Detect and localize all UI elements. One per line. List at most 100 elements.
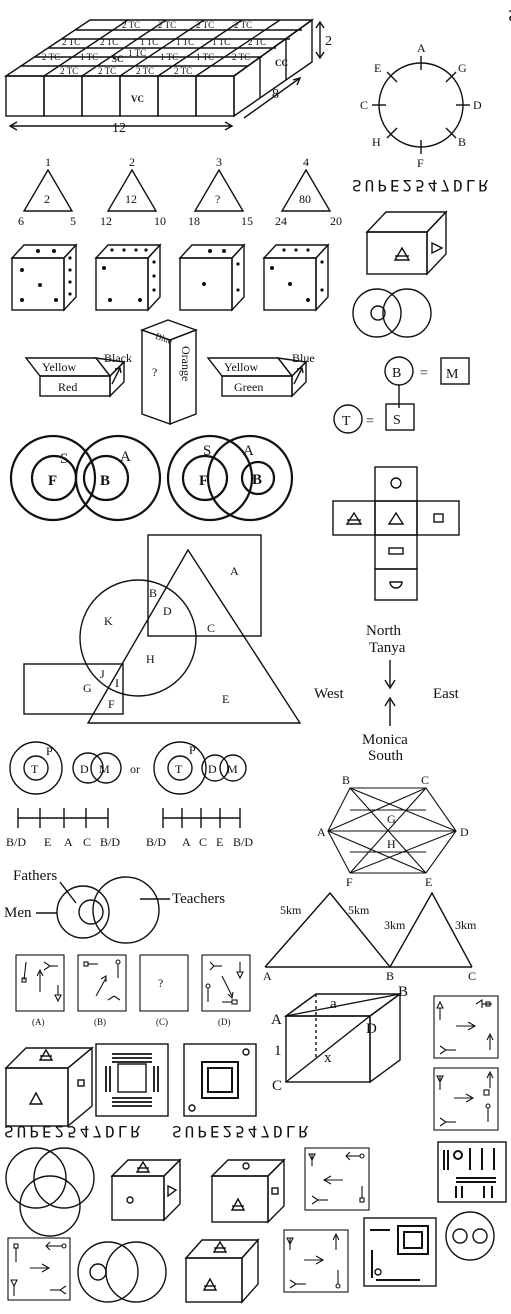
cube-label-1tc: 1 TC <box>160 52 178 62</box>
region-i: I <box>115 676 119 690</box>
region-g: G <box>83 681 92 695</box>
region-h: H <box>146 652 155 666</box>
compass-d: D <box>473 98 482 112</box>
code-b: B <box>392 366 401 381</box>
triangle-1-right: 5 <box>70 214 76 228</box>
cube-block-figure: 2 TC 2 TC 2 TC 2 TC 2 TC 2 TC 1 TC 1 TC … <box>3 18 332 136</box>
option-c-question: ? <box>158 976 163 990</box>
hex-a: A <box>317 825 326 839</box>
venn-three-circles <box>5 1147 95 1237</box>
region-b: B <box>149 586 157 600</box>
block1-side: Black <box>104 351 132 365</box>
region-diagram: A B C D E F G H I J K <box>23 534 302 724</box>
cube-net <box>332 466 460 601</box>
cube-label-1tc: 1 TC <box>196 52 214 62</box>
option-d-label: (D) <box>218 1017 231 1027</box>
route-a: A <box>263 969 272 983</box>
triangle-2-top: 2 <box>129 155 135 169</box>
block3-front: Green <box>234 380 263 394</box>
triangle-2-center: 12 <box>125 192 137 206</box>
cube-label-2tc: 2 TC <box>174 66 192 76</box>
cuboid-d: D <box>366 1021 377 1037</box>
triangle-3-left: 18 <box>188 214 200 228</box>
block2-top: Blue <box>154 331 173 346</box>
cube-label-2tc: 2 TC <box>62 37 80 47</box>
cube-label-1tc: 1 TC <box>80 52 98 62</box>
square-pattern-1 <box>95 1043 169 1117</box>
die-1 <box>10 243 78 312</box>
code-eq-2: = <box>366 414 374 429</box>
region-a: A <box>230 564 239 578</box>
numline2-0: B/D <box>146 835 166 849</box>
route-d1: 5km <box>280 903 302 917</box>
cube-label-2tc: 2 TC <box>232 52 250 62</box>
option-c-label: (C) <box>156 1017 168 1027</box>
option-b-label: (B) <box>94 1017 106 1027</box>
cuboid-a: A <box>271 1012 282 1028</box>
tdm2-p: P <box>189 743 196 757</box>
set2-s: S <box>203 443 211 459</box>
triangle-4-center: 80 <box>299 192 311 206</box>
route-d3: 3km <box>384 918 406 932</box>
triangle-3-right: 15 <box>241 214 253 228</box>
direction-south: South <box>368 748 404 764</box>
mirror-text-1: SUPE2547DLR <box>508 6 511 25</box>
route-b: B <box>386 969 394 983</box>
mirror-text-value: SUPE2547DLR <box>4 1122 143 1141</box>
set2-b: B <box>252 472 262 488</box>
triangle-1-top: 1 <box>45 155 51 169</box>
mirror-text-value: SUPE2547DLR <box>508 6 511 25</box>
cube-label-2tc: 2 TC <box>136 66 154 76</box>
arrow-square-bottom-2 <box>7 1237 71 1301</box>
set2-a: A <box>243 443 254 459</box>
route-d4: 3km <box>455 918 477 932</box>
die-2 <box>94 243 162 312</box>
numline1-4: B/D <box>100 835 120 849</box>
hexagon-figure: A B C D E F G H <box>317 773 469 889</box>
code-t: T <box>342 414 351 429</box>
venn-two-circles-2 <box>77 1241 167 1303</box>
triangle-3-center: ? <box>215 192 220 206</box>
tdm2-t: T <box>175 762 183 776</box>
compass-a: A <box>417 41 426 55</box>
compass-f: F <box>417 156 424 170</box>
mirror-text-row: SUPE2547DLR SUPE2547DLR <box>4 1122 308 1141</box>
cube-label-1tc: 1 TC <box>140 37 158 47</box>
cube-label-2tc: 2 TC <box>60 66 78 76</box>
set2-f: F <box>199 473 208 489</box>
mirror-text-value: SUPE2547DLR <box>352 176 491 195</box>
block2-front: ? <box>152 365 157 379</box>
hex-g: G <box>387 812 396 826</box>
set1-a: A <box>120 449 131 465</box>
box-triangle-4 <box>210 1158 286 1224</box>
option-squares: ? (A) (B) (C) (D) <box>15 954 251 1027</box>
die-pips <box>20 248 324 302</box>
direction-west: West <box>314 686 344 702</box>
die-4 <box>262 243 330 312</box>
triangle-1-center: 2 <box>44 192 50 206</box>
circle-sets: S A F B S A F B <box>9 434 294 522</box>
triangle-2-right: 10 <box>154 214 166 228</box>
direction-monica: Monica <box>362 732 408 748</box>
tdm-or: or <box>130 762 140 776</box>
dim-depth: 8 <box>272 87 279 102</box>
direction-north: North <box>366 623 401 639</box>
box-triangle-5 <box>184 1238 260 1304</box>
venn-people: Fathers Men Teachers <box>4 868 225 944</box>
region-e: E <box>222 692 229 706</box>
tdm2-m: M <box>227 762 238 776</box>
numline1-3: C <box>83 835 91 849</box>
block1-top: Yellow <box>42 360 76 374</box>
box-triangle-top <box>365 210 448 276</box>
cube-label-1tc: 1 TC <box>212 37 230 47</box>
cube-label-2tc: 2 TC <box>196 20 214 30</box>
hex-e: E <box>425 875 432 889</box>
compass-e: E <box>374 61 381 75</box>
die-3 <box>178 243 246 312</box>
block2-side: Orange <box>179 346 193 381</box>
cube-label-cc: CC <box>275 58 288 68</box>
numline2-2: C <box>199 835 207 849</box>
option-a-label: (A) <box>32 1017 45 1027</box>
